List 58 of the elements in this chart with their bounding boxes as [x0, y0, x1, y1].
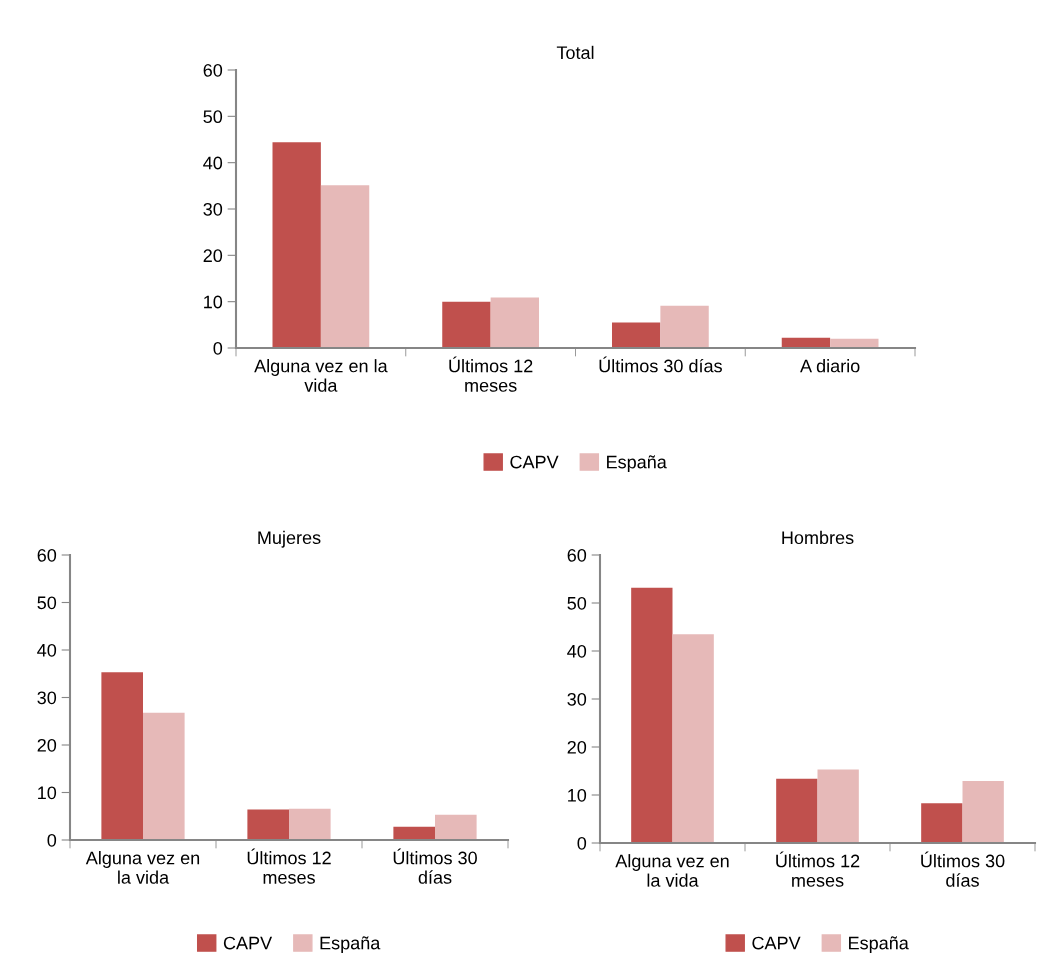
y-tick-label: 20: [37, 738, 57, 752]
legend-label: España: [849, 936, 909, 954]
y-tick-label: 50: [567, 596, 587, 610]
bar: [320, 185, 370, 348]
x-tick-label: Alguna vez en la vida: [615, 854, 729, 887]
bar: [672, 634, 714, 843]
bar: [962, 781, 1004, 843]
legend-label: España: [320, 936, 381, 954]
y-tick-label: 0: [213, 341, 223, 355]
y-tick-label: 0: [577, 836, 587, 850]
y-tick-label: 10: [38, 786, 57, 800]
x-tick-label: Últimos 30 días: [393, 848, 477, 884]
y-tick-label: 40: [203, 156, 223, 170]
legend-label: CAPV: [752, 936, 801, 950]
bar: [612, 322, 661, 348]
chart-title: Total: [556, 45, 594, 60]
bar: [101, 672, 143, 840]
y-tick-label: 60: [567, 548, 587, 562]
x-tick-label: Últimos 12 meses: [449, 356, 533, 392]
x-tick-label: Últimos 30 días: [921, 851, 1005, 887]
y-tick-label: 10: [568, 788, 587, 802]
legend-label: CAPV: [510, 455, 559, 469]
y-tick-label: 40: [37, 643, 57, 657]
y-tick-label: 60: [203, 63, 223, 77]
y-tick-label: 40: [567, 644, 587, 658]
y-tick-label: 50: [203, 110, 223, 124]
y-tick-label: 0: [47, 833, 57, 847]
y-tick-label: 30: [203, 202, 223, 216]
x-tick-label: Últimos 12 meses: [776, 851, 860, 887]
chart-title: Mujeres: [258, 530, 321, 548]
x-tick-label: Alguna vez en la vida: [85, 851, 200, 884]
bar: [143, 712, 185, 840]
y-tick-label: 50: [37, 596, 57, 610]
y-tick-label: 20: [203, 249, 223, 263]
x-tick-label: Últimos 30 días: [599, 356, 722, 373]
bar: [660, 305, 709, 348]
x-tick-label: A diario: [800, 359, 860, 373]
bar: [442, 301, 491, 348]
x-tick-label: Últimos 12 meses: [247, 848, 331, 884]
bar: [817, 769, 859, 843]
bar: [393, 826, 435, 840]
y-tick-label: 10: [204, 295, 223, 309]
bar: [776, 778, 818, 843]
chart-title: Hombres: [782, 530, 854, 545]
legend-label: España: [607, 455, 667, 473]
bar: [435, 814, 477, 840]
bar: [289, 808, 331, 840]
legend-label: CAPV: [223, 936, 273, 950]
bar: [921, 803, 963, 843]
bar: [631, 587, 673, 843]
bar: [490, 297, 539, 348]
y-tick-label: 30: [567, 692, 587, 706]
bar: [272, 142, 321, 348]
y-tick-label: 60: [37, 548, 57, 562]
x-tick-label: Alguna vez en la vida: [254, 359, 388, 392]
bar: [247, 809, 289, 840]
y-tick-label: 30: [37, 691, 57, 705]
y-tick-label: 20: [567, 740, 587, 754]
